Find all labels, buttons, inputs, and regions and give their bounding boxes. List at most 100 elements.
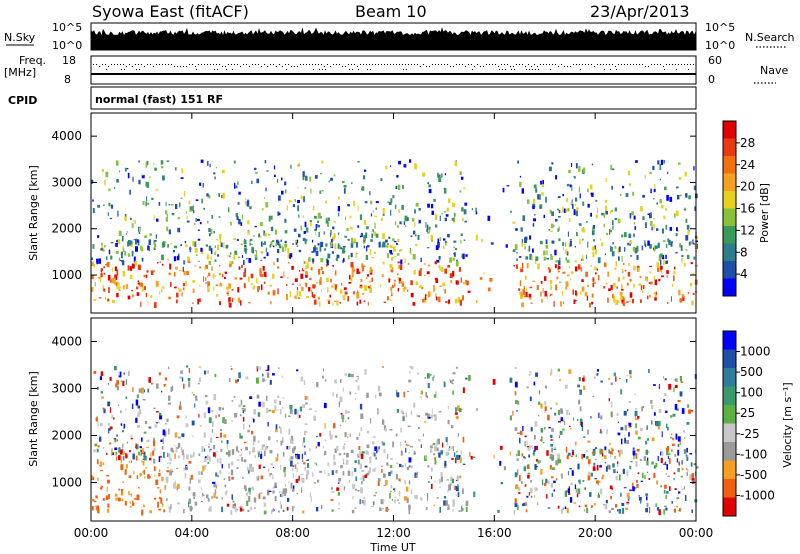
heatmap-cell	[654, 297, 657, 301]
colorbar-tick-label: 25	[740, 406, 755, 420]
heatmap-cell	[250, 430, 254, 435]
heatmap-cell	[596, 480, 599, 484]
heatmap-cell	[115, 497, 118, 501]
heatmap-cell	[235, 379, 238, 384]
heatmap-cell	[637, 415, 640, 419]
heatmap-cell	[423, 421, 427, 423]
heatmap-cell	[529, 298, 532, 300]
heatmap-cell	[226, 490, 228, 493]
heatmap-cell	[129, 501, 131, 504]
heatmap-cell	[412, 254, 416, 260]
heatmap-cell	[400, 441, 402, 447]
heatmap-cell	[576, 207, 579, 211]
heatmap-cell	[240, 300, 242, 306]
colorbar-tick-label: 8	[740, 245, 748, 259]
heatmap-cell	[528, 373, 532, 376]
heatmap-cell	[269, 215, 273, 220]
y-tick-label: 3000	[51, 175, 82, 189]
heatmap-cell	[414, 163, 417, 170]
heatmap-cell	[455, 261, 459, 267]
heatmap-cell	[350, 227, 353, 230]
heatmap-cell	[667, 302, 669, 304]
heatmap-cell	[382, 507, 384, 510]
heatmap-cell	[309, 277, 312, 281]
heatmap-cell	[653, 472, 656, 479]
heatmap-cell	[359, 451, 363, 457]
heatmap-cell	[324, 248, 326, 251]
heatmap-cell	[457, 405, 460, 411]
heatmap-cell	[245, 376, 249, 380]
heatmap-cell	[272, 486, 275, 489]
heatmap-cell	[610, 245, 612, 252]
heatmap-cell	[166, 418, 169, 422]
heatmap-cell	[522, 426, 524, 432]
heatmap-cell	[319, 470, 323, 473]
heatmap-cell	[167, 244, 169, 248]
nave-dot	[348, 64, 349, 65]
heatmap-cell	[239, 414, 242, 417]
heatmap-cell	[263, 450, 266, 457]
heatmap-cell	[313, 247, 316, 253]
heatmap-cell	[453, 240, 457, 243]
heatmap-cell	[350, 449, 354, 454]
heatmap-cell	[680, 245, 683, 251]
heatmap-cell	[116, 281, 119, 285]
heatmap-cell	[243, 408, 246, 412]
heatmap-cell	[430, 234, 433, 240]
heatmap-cell	[649, 294, 651, 298]
heatmap-cell	[653, 412, 656, 416]
heatmap-cell	[550, 368, 553, 375]
heatmap-cell	[668, 383, 672, 390]
heatmap-cell	[277, 211, 280, 216]
heatmap-cell	[376, 449, 378, 454]
heatmap-cell	[153, 407, 156, 409]
heatmap-cell	[579, 420, 582, 426]
heatmap-cell	[667, 475, 670, 477]
nave-dot	[180, 66, 181, 67]
heatmap-cell	[673, 472, 676, 475]
heatmap-cell	[378, 392, 382, 397]
colorbar-tick-label: -1000	[740, 488, 775, 502]
heatmap-cell	[240, 505, 242, 508]
heatmap-cell	[138, 388, 142, 393]
heatmap-cell	[192, 492, 196, 497]
heatmap-cell	[96, 459, 99, 465]
heatmap-cell	[294, 199, 297, 202]
heatmap-cell	[640, 500, 642, 504]
heatmap-cell	[343, 287, 347, 290]
heatmap-cell	[213, 286, 215, 291]
heatmap-cell	[691, 480, 694, 483]
heatmap-cell	[115, 274, 118, 280]
heatmap-cell	[174, 432, 178, 438]
heatmap-cell	[327, 472, 330, 477]
heatmap-cell	[658, 278, 661, 282]
heatmap-cell	[161, 503, 164, 507]
heatmap-cell	[379, 284, 381, 287]
heatmap-cell	[621, 285, 623, 290]
heatmap-cell	[209, 506, 212, 512]
nave-dot	[393, 64, 394, 65]
heatmap-cell	[571, 185, 573, 191]
heatmap-cell	[527, 295, 529, 298]
nave-dot	[516, 64, 517, 65]
heatmap-cell	[692, 479, 694, 483]
heatmap-cell	[91, 179, 94, 184]
heatmap-cell	[143, 451, 146, 458]
heatmap-cell	[228, 476, 231, 481]
heatmap-cell	[539, 459, 541, 463]
nave-dot	[495, 64, 496, 65]
heatmap-cell	[366, 226, 369, 230]
heatmap-cell	[218, 272, 222, 276]
heatmap-cell	[242, 410, 244, 414]
heatmap-cell	[114, 279, 116, 285]
heatmap-cell	[566, 259, 570, 263]
heatmap-cell	[524, 484, 527, 487]
nave-dot	[322, 69, 323, 70]
heatmap-cell	[526, 495, 529, 498]
heatmap-cell	[291, 283, 295, 285]
heatmap-cell	[272, 273, 275, 279]
heatmap-cell	[539, 390, 541, 395]
heatmap-cell	[138, 451, 141, 456]
colorbar-segment	[723, 278, 736, 297]
heatmap-cell	[100, 391, 103, 394]
